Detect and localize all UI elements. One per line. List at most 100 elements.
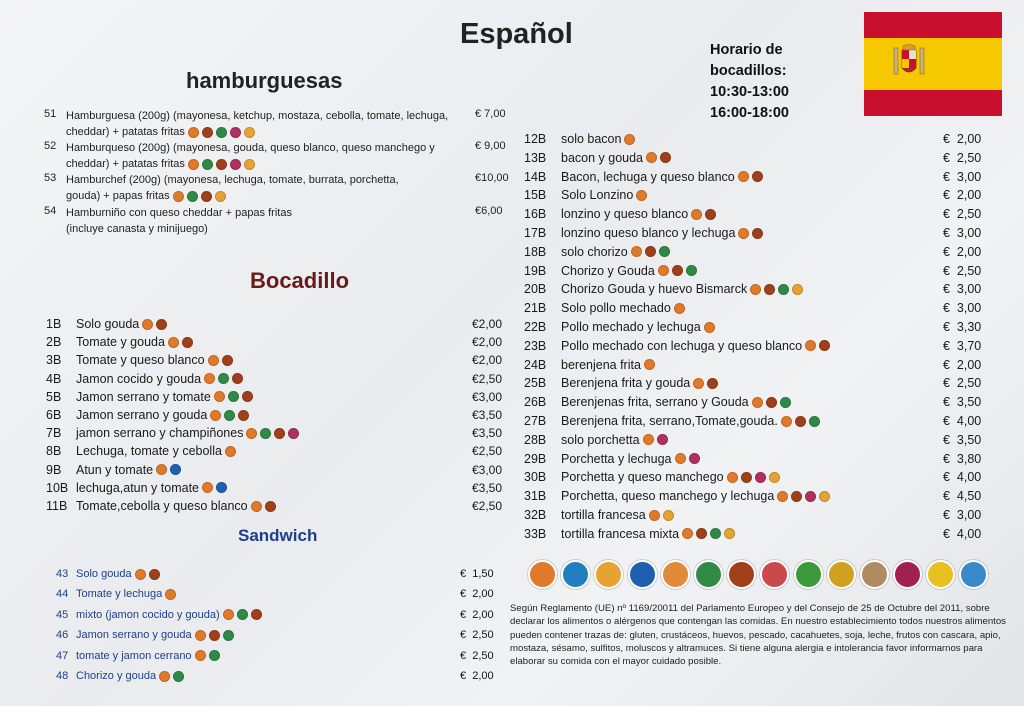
bocadillo-name: Pollo mechado y lechuga	[561, 320, 715, 334]
mi-allergen-icon	[200, 190, 212, 202]
bocadillo-price: € 3,80	[943, 451, 982, 466]
bocadillo-number: 27B	[524, 414, 547, 428]
bocadillo-number: 21B	[524, 301, 547, 316]
bocadillo-number: 29B	[524, 451, 547, 466]
bocadillo-number: 10B	[46, 480, 69, 495]
eg-allergen-icon	[243, 126, 255, 138]
gl-allergen-icon	[250, 500, 262, 512]
burger-description: Hamburguesa (200g) (mayonesa, ketchup, m…	[66, 108, 448, 140]
gl-allergen-icon	[805, 340, 817, 352]
bocadillo-number: 15B	[524, 188, 547, 203]
bocadillo-name: berenjena frita	[561, 358, 655, 372]
gl-allergen-icon	[643, 359, 655, 371]
bocadillo-name: Porchetta y queso manchego	[561, 470, 780, 484]
gl-allergen-icon	[204, 373, 216, 385]
burger-line: cheddar) + patatas fritas	[66, 124, 448, 140]
sandwich-name: Tomate y lechuga	[76, 588, 177, 600]
sandwich-name: mixto (jamon cocido y gouda)	[76, 609, 262, 621]
bocadillo-price: €3,50	[472, 480, 503, 495]
bocadillo-name: Jamon cocido y gouda	[76, 372, 244, 386]
page-title: Español	[460, 18, 573, 50]
burger-number: 53	[44, 172, 57, 184]
ce-allergen-icon	[224, 409, 236, 421]
bocadillo-name-text: tortilla francesa mixta	[561, 526, 680, 541]
fi-allergen-icon	[170, 464, 182, 476]
gl-allergen-icon	[202, 482, 213, 494]
gl-allergen-icon	[737, 171, 749, 183]
bocadillo-name-text: Jamon serrano y gouda	[76, 408, 208, 422]
eggs-icon	[594, 560, 624, 589]
burger-number: 51	[44, 108, 57, 120]
mi-allergen-icon	[764, 283, 776, 295]
bocadillo-number: 17B	[524, 226, 547, 240]
gl-allergen-icon	[780, 415, 792, 427]
gl-allergen-icon	[222, 609, 234, 621]
bocadillo-name-text: Solo gouda	[76, 317, 140, 331]
bocadillo-name: lonzino y queso blanco	[561, 207, 717, 221]
burger-line-text: gouda) + papas fritas	[66, 190, 170, 202]
bocadillo-number: 25B	[524, 376, 547, 391]
bocadillo-name-text: tortilla francesa	[561, 508, 646, 522]
gl-allergen-icon	[187, 158, 199, 170]
mi-allergen-icon	[794, 415, 806, 427]
section-heading-sandwich: Sandwich	[238, 526, 318, 545]
gl-allergen-icon	[693, 377, 705, 389]
bocadillo-name-text: Tomate y gouda	[76, 335, 165, 350]
bocadillo-name: Chorizo Gouda y huevo Bismarck	[561, 282, 804, 297]
burger-line: Hamburchef (200g) (mayonesa, lechuga, to…	[66, 174, 399, 186]
sandwich-price: € 2,00	[460, 588, 494, 601]
bocadillo-price: € 2,00	[943, 357, 982, 372]
burger-description: Hamburchef (200g) (mayonesa, lechuga, to…	[66, 172, 399, 204]
gl-allergen-icon	[187, 126, 199, 138]
mi-allergen-icon	[238, 409, 250, 421]
bocadillo-name: Porchetta, queso manchego y lechuga	[561, 489, 831, 503]
bocadillo-price: € 3,70	[943, 338, 982, 353]
bocadillo-name: solo porchetta	[561, 433, 668, 447]
ce-allergen-icon	[685, 265, 697, 277]
mi-allergen-icon	[208, 629, 220, 641]
sulphites-icon	[893, 560, 923, 589]
gl-allergen-icon	[156, 464, 168, 476]
bocadillo-name-text: Chorizo Gouda y huevo Bismarck	[561, 282, 748, 297]
bocadillo-number: 28B	[524, 432, 547, 447]
burger-price: €6,00	[475, 205, 503, 217]
bocadillo-number: 2B	[46, 335, 62, 350]
bocadillo-name-text: jamon serrano y champiñones	[76, 426, 244, 441]
bocadillo-number: 5B	[46, 389, 62, 404]
mo-allergen-icon	[688, 453, 700, 465]
bocadillo-number: 30B	[524, 470, 547, 485]
gl-allergen-icon	[194, 629, 206, 641]
bocadillo-name: Lechuga, tomate y cebolla	[76, 444, 236, 458]
bocadillo-name: Tomate y gouda	[76, 335, 193, 349]
bocadillo-name: Berenjena frita y gouda	[561, 376, 719, 390]
gl-allergen-icon	[751, 396, 763, 408]
sandwich-price: € 1,50	[460, 568, 494, 580]
ce-allergen-icon	[779, 396, 791, 408]
coat-of-arms-icon	[893, 44, 925, 75]
gl-allergen-icon	[703, 321, 715, 333]
mi-allergen-icon	[791, 490, 803, 502]
mi-allergen-icon	[148, 568, 160, 580]
bocadillo-price: € 2,00	[943, 188, 982, 203]
bocadillo-number: 26B	[524, 395, 547, 410]
bocadillo-price: €3,00	[472, 462, 503, 477]
bocadillo-number: 1B	[46, 317, 62, 331]
bocadillo-name-text: Bacon, lechuga y queso blanco	[561, 169, 735, 184]
burger-description: Hamburqueso (200g) (mayonesa, gouda, que…	[66, 140, 435, 172]
bocadillo-name: Chorizo y Gouda	[561, 264, 697, 278]
bocadillo-price: € 3,50	[943, 432, 982, 447]
bocadillo-number: 18B	[524, 244, 547, 259]
sandwich-price: € 2,00	[460, 670, 494, 682]
gl-allergen-icon	[726, 471, 738, 483]
gl-allergen-icon	[624, 133, 636, 145]
burger-price: € 7,00	[475, 108, 506, 120]
bocadillo-name: Porchetta y lechuga	[561, 452, 700, 466]
bocadillo-number: 11B	[46, 499, 68, 513]
bocadillo-name: solo chorizo	[561, 245, 670, 259]
ce-allergen-icon	[215, 126, 227, 138]
sandwich-price: € 2,50	[460, 629, 494, 642]
gl-allergen-icon	[648, 509, 660, 521]
bocadillo-number: 19B	[524, 263, 547, 278]
mi-allergen-icon	[819, 340, 831, 352]
